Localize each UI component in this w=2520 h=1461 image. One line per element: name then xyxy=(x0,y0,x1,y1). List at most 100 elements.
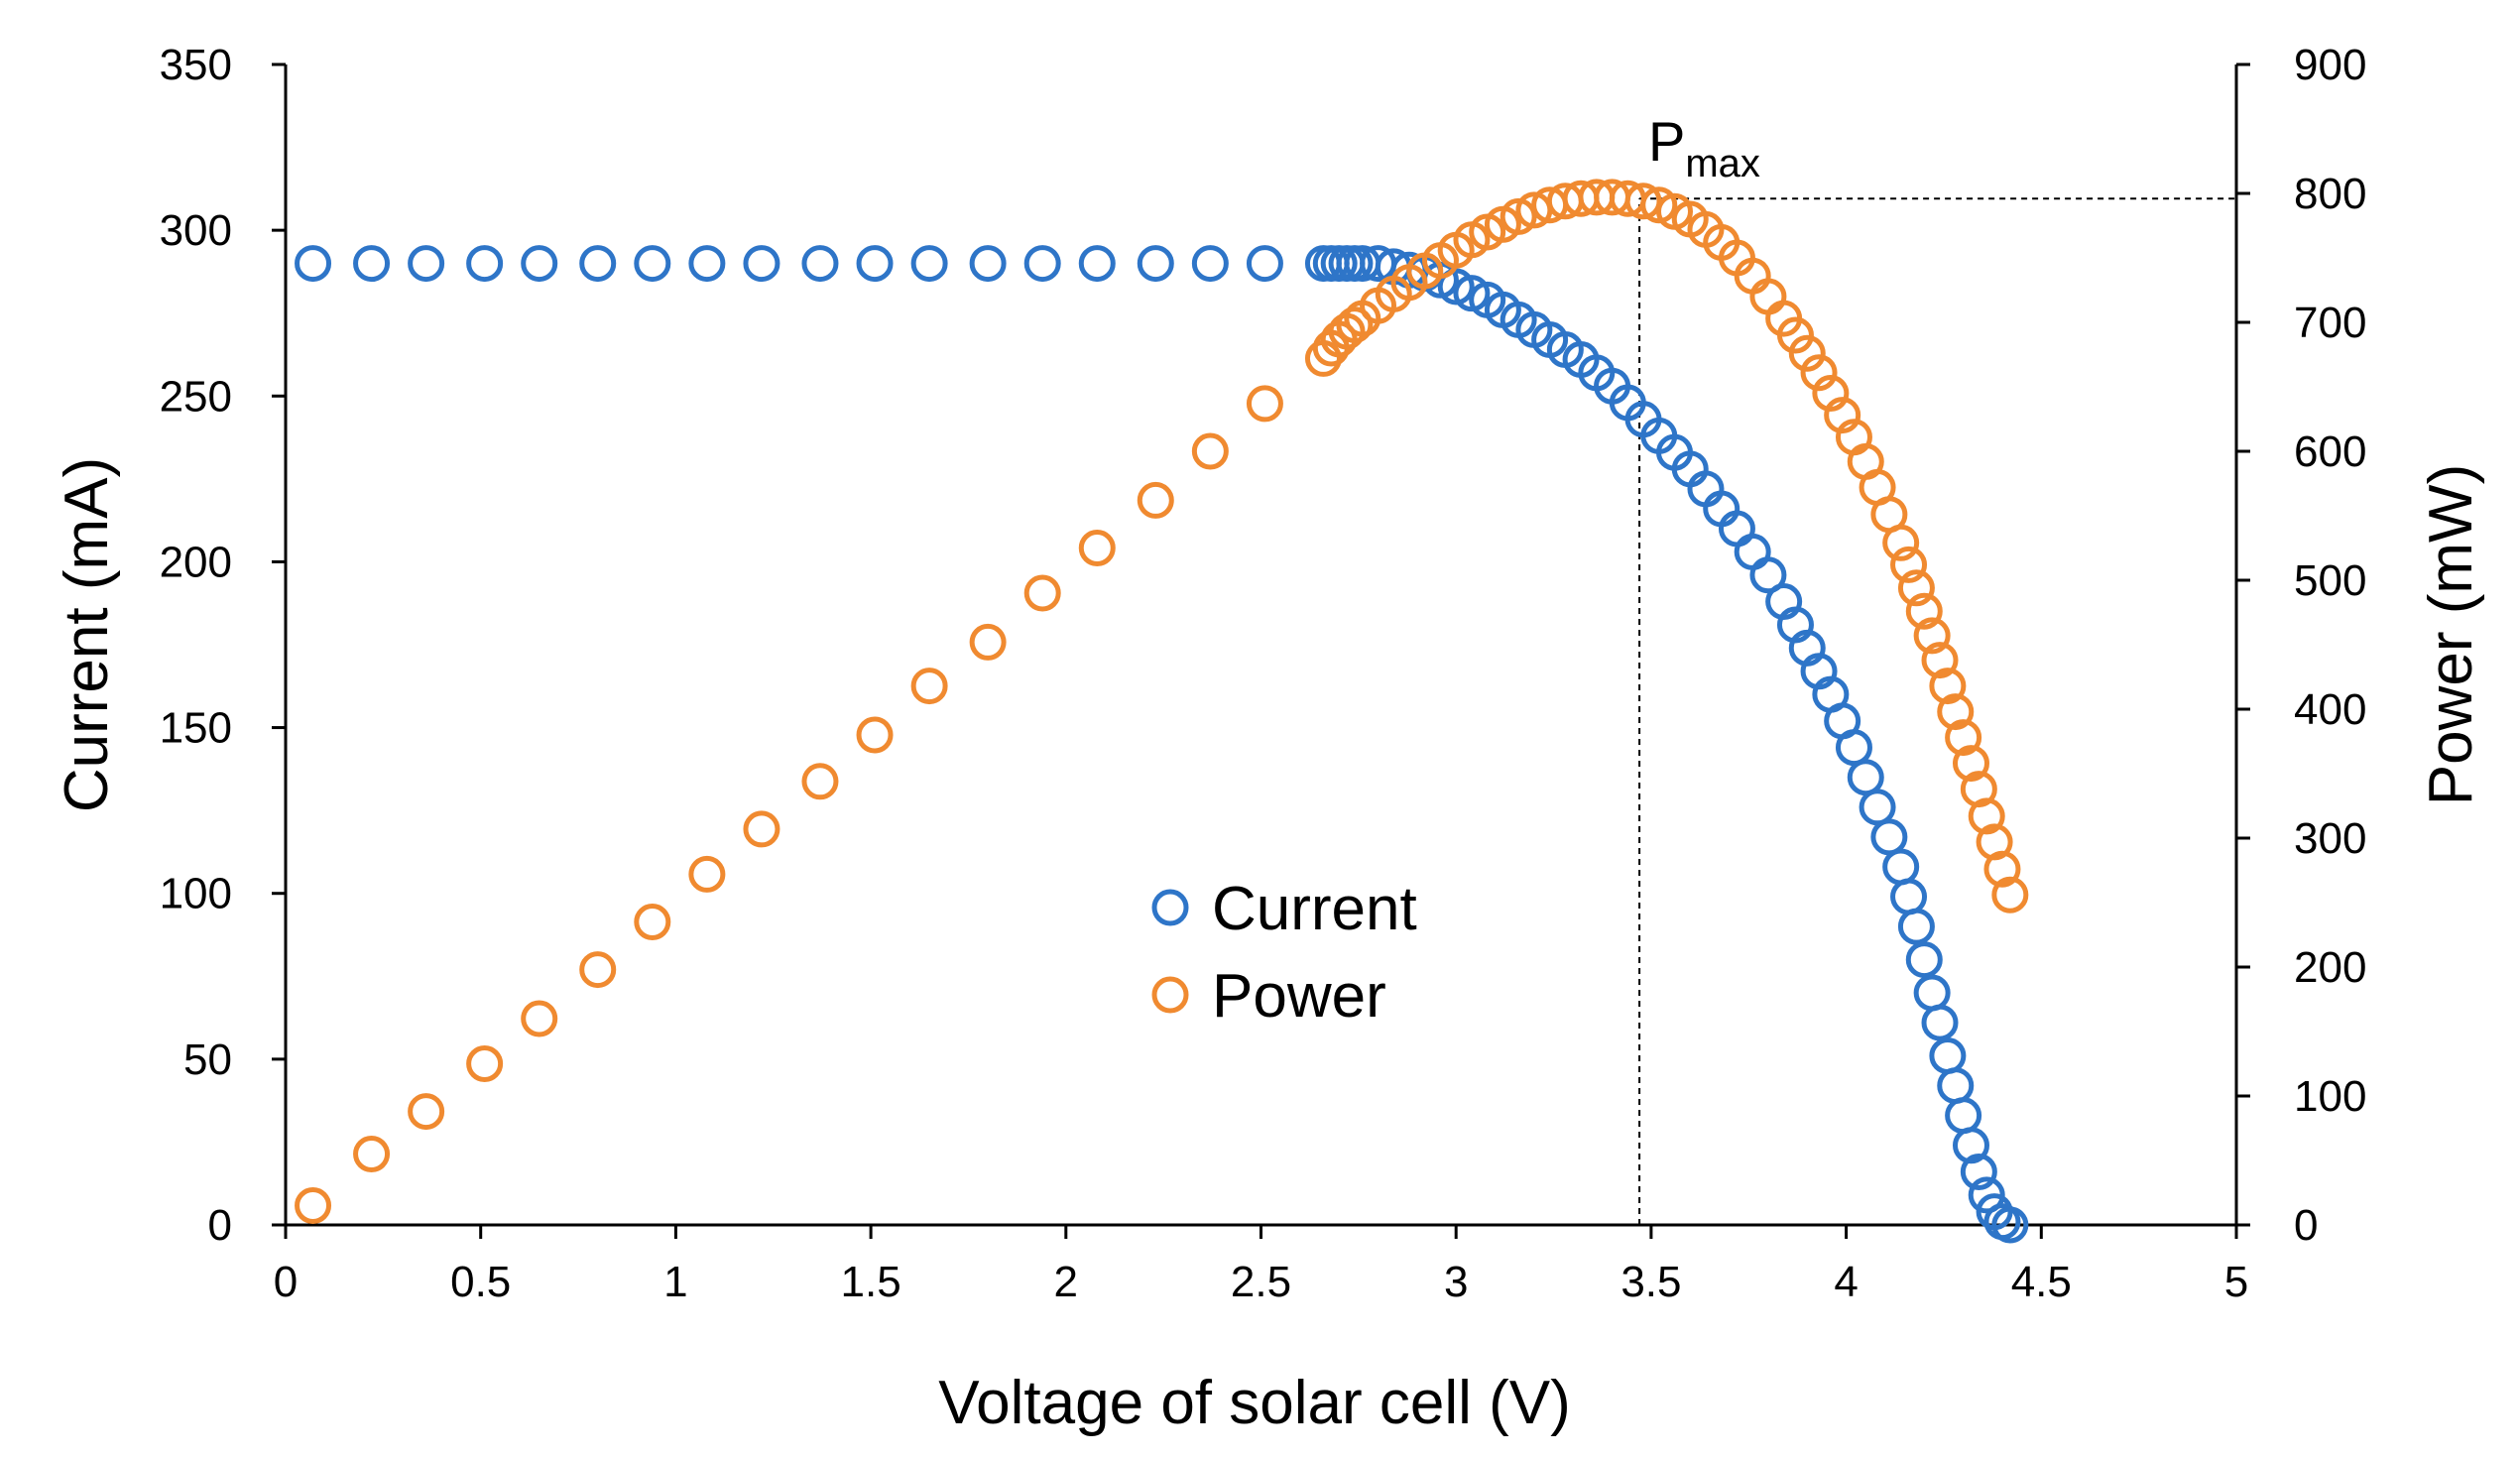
current-point xyxy=(1991,1206,2029,1244)
current-point xyxy=(353,245,391,283)
current-point xyxy=(521,245,558,283)
legend-current-label: Current xyxy=(1212,875,1417,943)
y-right-tick-label: 400 xyxy=(2294,685,2366,734)
x-tick-label: 2 xyxy=(1054,1258,1078,1306)
power-point xyxy=(1824,397,1861,434)
legend-power-label: Power xyxy=(1212,962,1386,1031)
current-point xyxy=(743,245,780,283)
y-right-tick-label: 100 xyxy=(2294,1072,2366,1121)
ticks-layer: 0 0.5 1 1.5 2 2.5 3 3.5 4 4.5 50501001502002503003… xyxy=(160,41,2367,1306)
current-series xyxy=(295,245,2029,1244)
current-point xyxy=(1734,533,1771,570)
current-point xyxy=(1913,974,1951,1012)
power-point xyxy=(1336,306,1374,344)
current-point xyxy=(1191,245,1229,283)
current-point xyxy=(1137,245,1174,283)
current-point xyxy=(1890,878,1928,915)
y-right-tick-label: 600 xyxy=(2294,427,2366,476)
power-point xyxy=(634,904,671,940)
power-point xyxy=(1945,719,1982,757)
power-point xyxy=(1023,574,1061,612)
y-axis-right-title: Power (mW) xyxy=(2417,464,2485,805)
current-point xyxy=(634,245,671,283)
current-point xyxy=(1905,941,1943,979)
power-point xyxy=(1078,530,1116,566)
power-point xyxy=(1788,334,1826,372)
current-point xyxy=(1921,1004,1959,1041)
power-point xyxy=(521,1000,558,1037)
power-point xyxy=(688,855,726,893)
power-point xyxy=(1952,745,1989,783)
power-point xyxy=(910,668,948,705)
y-right-tick-label: 500 xyxy=(2294,556,2366,605)
power-point xyxy=(1800,354,1838,392)
legend-current-marker xyxy=(1151,889,1189,926)
power-point xyxy=(1246,385,1283,423)
x-tick-label: 3.5 xyxy=(1620,1258,1681,1306)
y-right-tick-label: 700 xyxy=(2294,299,2366,347)
current-point xyxy=(856,245,894,283)
current-point xyxy=(466,245,504,283)
power-point xyxy=(579,951,617,989)
power-point xyxy=(801,763,839,800)
current-point xyxy=(910,245,948,283)
power-point xyxy=(466,1045,504,1082)
y-right-tick-label: 300 xyxy=(2294,814,2366,863)
pmax-label-subscript: max xyxy=(1685,142,1760,185)
current-point xyxy=(1945,1097,1982,1135)
power-point xyxy=(1905,592,1943,630)
y-axis-left-title: Current (mA) xyxy=(53,457,121,812)
power-point xyxy=(1968,797,2005,835)
power-point xyxy=(856,716,894,754)
current-point xyxy=(1937,1067,1975,1105)
power-point xyxy=(1929,668,1967,705)
power-point xyxy=(295,1187,332,1224)
y-left-tick-label: 100 xyxy=(160,870,232,918)
current-point xyxy=(1847,759,1884,796)
y-left-tick-label: 350 xyxy=(160,41,232,89)
y-left-tick-label: 250 xyxy=(160,372,232,421)
current-point xyxy=(1023,245,1061,283)
x-tick-label: 0 xyxy=(274,1258,298,1306)
current-point xyxy=(1246,245,1283,283)
y-left-tick-label: 150 xyxy=(160,704,232,753)
power-point xyxy=(1890,546,1928,583)
current-point xyxy=(688,245,726,283)
power-point xyxy=(1776,316,1814,354)
current-point xyxy=(1078,245,1116,283)
current-point xyxy=(969,245,1007,283)
pmax-label-main: P xyxy=(1648,110,1685,173)
x-tick-label: 4 xyxy=(1834,1258,1858,1306)
current-point xyxy=(801,245,839,283)
power-point xyxy=(1882,524,1920,561)
current-point xyxy=(1952,1127,1989,1164)
x-tick-label: 5 xyxy=(2224,1258,2248,1306)
x-tick-label: 1 xyxy=(663,1258,687,1306)
power-point xyxy=(408,1093,445,1131)
current-point xyxy=(295,245,332,283)
power-point xyxy=(1937,693,1975,731)
power-point xyxy=(743,810,780,848)
x-tick-label: 1.5 xyxy=(841,1258,901,1306)
pmax-label: Pmax xyxy=(1648,110,1760,185)
current-point xyxy=(1870,818,1908,856)
y-right-tick-label: 0 xyxy=(2294,1201,2318,1250)
power-point xyxy=(1137,481,1174,519)
pmax-guides xyxy=(1638,197,2236,1225)
current-point xyxy=(1749,556,1787,594)
y-right-tick-label: 900 xyxy=(2294,41,2366,89)
current-point xyxy=(1859,789,1896,826)
power-point xyxy=(1983,850,2021,888)
current-point xyxy=(1929,1037,1967,1075)
power-point xyxy=(1897,569,1935,607)
power-series xyxy=(295,179,2029,1224)
y-left-tick-label: 300 xyxy=(160,206,232,255)
legend-power-marker xyxy=(1151,976,1189,1014)
power-point xyxy=(1191,432,1229,470)
power-point xyxy=(1812,375,1850,412)
x-tick-label: 2.5 xyxy=(1231,1258,1291,1306)
y-left-tick-label: 0 xyxy=(208,1201,232,1250)
y-right-tick-label: 200 xyxy=(2294,943,2366,992)
power-point xyxy=(1913,617,1951,655)
